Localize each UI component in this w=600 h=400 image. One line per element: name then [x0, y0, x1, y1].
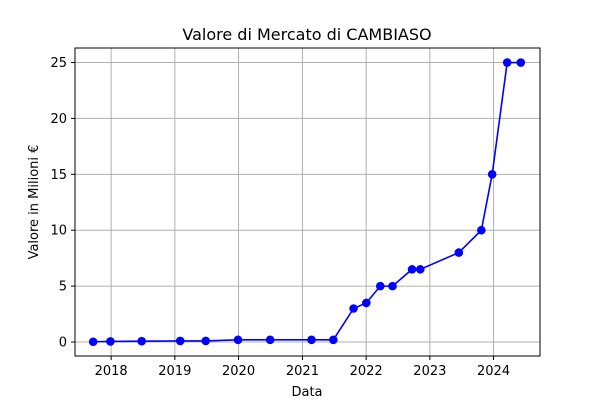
data-point-marker — [307, 335, 316, 345]
plot-area-frame — [74, 47, 541, 357]
x-tick-label: 2022 — [350, 364, 383, 379]
y-tick-label: 20 — [50, 112, 67, 127]
x-tick-label: 2019 — [158, 364, 191, 379]
series-layer — [88, 58, 526, 347]
data-point-marker — [454, 248, 464, 257]
axis-ticks: 2018 2019 2020 2021 2022 2023 2024 0 5 10 15 20 25 — [50, 56, 510, 379]
data-point-marker — [137, 336, 146, 346]
data-point-marker — [349, 304, 358, 313]
x-tick-label: 2021 — [286, 364, 319, 379]
data-point-marker — [375, 281, 385, 291]
chart-title: Valore di Mercato di CAMBIASO — [182, 25, 431, 44]
x-tick-label: 2018 — [95, 364, 128, 379]
data-point-marker — [106, 337, 115, 346]
x-axis-label: Data — [291, 385, 322, 400]
x-tick-label: 2024 — [477, 364, 510, 379]
x-tick-label: 2020 — [222, 364, 255, 379]
data-point-marker — [88, 337, 98, 347]
y-tick-label: 0 — [59, 336, 67, 351]
data-point-marker — [516, 58, 526, 67]
data-point-marker — [415, 265, 425, 274]
series-line — [93, 61, 521, 343]
y-axis-label: Valore in Milioni € — [27, 145, 42, 260]
y-tick-label: 25 — [50, 56, 67, 71]
data-point-marker — [233, 335, 243, 345]
y-tick-label: 10 — [50, 224, 67, 239]
data-point-marker — [502, 58, 512, 67]
data-point-marker — [477, 225, 486, 235]
grid-lines — [75, 48, 540, 356]
data-point-marker — [175, 336, 185, 346]
data-point-marker — [407, 265, 417, 274]
data-point-marker — [362, 298, 371, 308]
data-point-marker — [487, 170, 497, 179]
data-point-marker — [388, 281, 397, 291]
data-point-marker — [265, 335, 275, 345]
data-point-marker — [329, 335, 338, 345]
y-tick-label: 5 — [59, 280, 67, 295]
x-tick-label: 2023 — [413, 364, 446, 379]
data-point-marker — [201, 336, 211, 346]
y-tick-label: 15 — [50, 168, 67, 183]
